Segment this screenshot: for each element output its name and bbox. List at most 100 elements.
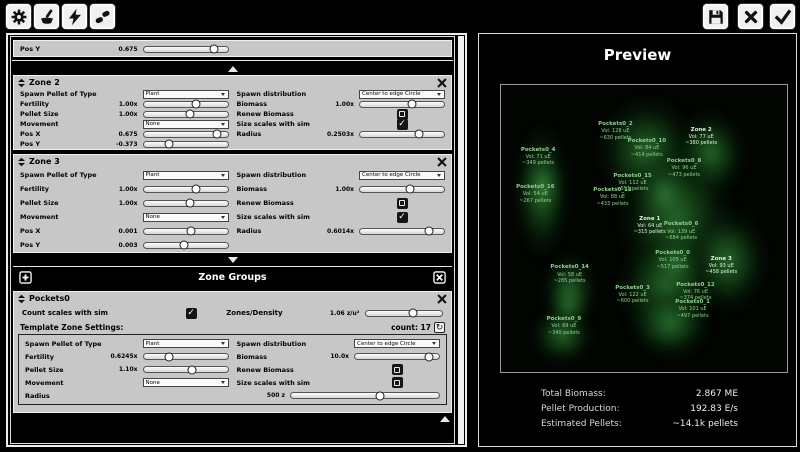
movement-dropdown[interactable]: None [142, 119, 229, 129]
reorder-handle[interactable] [18, 294, 25, 304]
pos-x-slider[interactable] [142, 226, 229, 236]
density-slider[interactable] [365, 308, 443, 318]
close-zone-button[interactable] [437, 157, 447, 167]
preview-zone-label: Pockets0_10 Vol: 84 uE ~414 pellets [627, 138, 667, 158]
fertility-slider[interactable] [142, 184, 229, 194]
pellet-size-slider[interactable] [142, 365, 229, 374]
spawn-pellet-label: Spawn Pellet of Type [20, 171, 97, 179]
energy-button[interactable] [62, 4, 87, 29]
stat-label: Pellet Production: [541, 403, 620, 414]
radius-label: Radius [236, 227, 262, 235]
slider-knob[interactable] [185, 109, 195, 119]
brush-icon [40, 9, 53, 24]
slider-knob[interactable] [424, 226, 434, 236]
up-down-icon [18, 78, 25, 87]
spawn-pellet-dropdown[interactable]: Plant [142, 89, 229, 99]
expand-groups-button[interactable] [433, 271, 446, 284]
fertility-slider[interactable] [142, 352, 229, 361]
pellets-icon [95, 10, 110, 23]
zone-blob [649, 234, 702, 292]
pos-x-slider[interactable] [142, 129, 229, 139]
spawn-distribution-dropdown[interactable]: Center to edge Circle [354, 339, 440, 348]
slider-knob[interactable] [424, 352, 434, 361]
spawn-pellet-dropdown[interactable]: Plant [142, 339, 229, 348]
resize-corner-arrow[interactable] [440, 416, 450, 422]
save-button[interactable] [703, 4, 728, 29]
movement-dropdown[interactable]: None [142, 212, 229, 222]
pos-y-slider[interactable] [142, 240, 229, 250]
slider-knob[interactable] [186, 226, 196, 236]
renew-biomass-checkbox[interactable] [391, 364, 403, 375]
preview-zone-label: Zone 2 Vol: 77 uE ~380 pellets [685, 126, 718, 147]
radius-slider[interactable] [290, 391, 440, 400]
movement-dropdown[interactable]: None [142, 378, 229, 387]
radius-slider[interactable] [359, 226, 445, 236]
spawn-pellet-dropdown[interactable]: Plant [142, 170, 229, 180]
reorder-handle[interactable] [18, 78, 25, 88]
dropdown-value: Center to edge Circle [357, 340, 416, 347]
close-group-button[interactable] [437, 294, 447, 304]
slider-knob[interactable] [191, 184, 201, 194]
slider-knob[interactable] [164, 352, 174, 361]
stat-row: Pellet Production: 192.83 E/s [541, 401, 738, 416]
renew-biomass-checkbox[interactable] [396, 197, 408, 209]
preview-zone-label: Zone 3 Vol: 93 uE ~458 pellets [705, 255, 738, 276]
settings-button[interactable] [6, 4, 31, 29]
pos-y-slider[interactable] [142, 139, 229, 149]
spawn-distribution-label: Spawn distribution [236, 90, 307, 98]
vertical-scrollbar[interactable] [458, 36, 464, 444]
spawn-distribution-dropdown[interactable]: Center to edge Circle [359, 170, 445, 180]
slider-knob[interactable] [212, 129, 222, 139]
dropdown-value: Plant [145, 172, 160, 178]
slider-knob[interactable] [179, 240, 189, 250]
slider-knob[interactable] [209, 44, 219, 54]
pos-y-slider[interactable] [142, 44, 229, 54]
slider-knob[interactable] [405, 184, 415, 194]
preview-zone-label: Pockets0_3 Vol: 122 uE ~600 pellets [615, 284, 650, 305]
spawn-distribution-dropdown[interactable]: Center to edge Circle [359, 89, 445, 99]
pocket-group-panel: Pockets0 Count scales with sim Zones/Den… [13, 291, 452, 413]
slider-knob[interactable] [414, 129, 424, 139]
size-scales-checkbox[interactable] [391, 377, 403, 388]
fertility-value: 1.00x [118, 185, 138, 193]
renew-biomass-checkbox[interactable] [396, 108, 408, 120]
biomass-slider[interactable] [359, 184, 445, 194]
slider-knob[interactable] [375, 391, 385, 400]
scroll-up-arrow[interactable] [227, 66, 238, 72]
slider-knob[interactable] [407, 99, 417, 109]
cancel-button[interactable] [738, 4, 763, 29]
paint-button[interactable] [34, 4, 59, 29]
slider-knob[interactable] [187, 365, 197, 374]
preview-stats: Total Biomass: 2.867 ME Pellet Productio… [541, 386, 738, 431]
zone-blob [549, 285, 587, 327]
size-scales-checkbox[interactable] [396, 118, 408, 130]
movement-label: Movement [20, 120, 59, 128]
stat-row: Total Biomass: 2.867 ME [541, 386, 738, 401]
slider-knob[interactable] [408, 308, 418, 318]
radius-slider[interactable] [359, 129, 445, 139]
zone-count: count: 17 [391, 323, 431, 332]
reroll-count-button[interactable]: ↻ [434, 322, 445, 333]
size-scales-checkbox[interactable] [396, 211, 408, 223]
add-group-button[interactable] [19, 271, 32, 284]
biomass-label: Biomass [236, 100, 268, 108]
fertility-slider[interactable] [142, 99, 229, 109]
pellet-size-label: Pellet Size [20, 199, 59, 207]
biomass-slider[interactable] [359, 99, 445, 109]
radius-value: 0.2503x [326, 130, 354, 138]
slider-knob[interactable] [164, 139, 174, 149]
close-zone-button[interactable] [437, 78, 447, 88]
pellet-button[interactable] [90, 4, 115, 29]
expand-icon [433, 271, 446, 284]
reorder-handle[interactable] [18, 157, 25, 167]
confirm-button[interactable] [770, 4, 795, 29]
scroll-down-arrow[interactable] [227, 257, 238, 263]
zone-title: Zone 2 [29, 78, 60, 87]
biomass-slider[interactable] [354, 352, 440, 361]
slider-knob[interactable] [185, 198, 195, 208]
pellet-size-slider[interactable] [142, 109, 229, 119]
pellet-size-slider[interactable] [142, 198, 229, 208]
count-scales-checkbox[interactable] [185, 307, 197, 319]
slider-knob[interactable] [191, 99, 201, 109]
pos-y-value: 0.675 [118, 45, 138, 53]
